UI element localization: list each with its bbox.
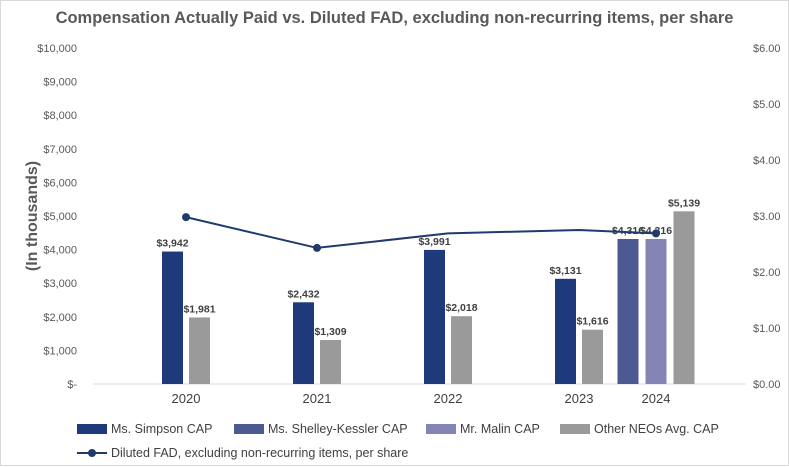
y-tick-label-right: $5.00 bbox=[753, 99, 781, 111]
fad-marker-2024 bbox=[652, 229, 660, 238]
y-tick-label-left: $10,000 bbox=[37, 43, 77, 55]
y-tick-label-left: $9,000 bbox=[43, 77, 77, 89]
legend-item-fad: Diluted FAD, excluding non-recurring ite… bbox=[77, 446, 408, 460]
y-tick-label-right: $4.00 bbox=[753, 155, 781, 167]
bar-ms-simpson-cap-2022 bbox=[424, 249, 445, 384]
fad-marker-2021 bbox=[313, 243, 321, 252]
data-label: $1,616 bbox=[576, 316, 608, 328]
y-tick-label-left: $- bbox=[67, 379, 77, 391]
legend-label-other-neos: Other NEOs Avg. CAP bbox=[594, 422, 719, 436]
bar-ms-simpson-cap-2021 bbox=[293, 302, 314, 384]
y-tick-label-right: $2.00 bbox=[753, 267, 781, 279]
fad-line bbox=[185, 216, 657, 249]
legend-item-malin: Mr. Malin CAP bbox=[426, 422, 560, 436]
y-tick-label-left: $8,000 bbox=[43, 110, 77, 122]
legend-item-other-neos: Other NEOs Avg. CAP bbox=[560, 422, 719, 436]
legend-row-bars: Ms. Simpson CAP Ms. Shelley-Kessler CAP … bbox=[77, 419, 777, 439]
x-tick-label: 2023 bbox=[565, 391, 594, 406]
bar-other-neos-avg-cap-2022 bbox=[451, 316, 472, 384]
data-label: $5,139 bbox=[668, 197, 700, 209]
bar-other-neos-avg-cap-2023 bbox=[582, 329, 603, 384]
y-tick-label-left: $3,000 bbox=[43, 278, 77, 290]
y-tick-label-left: $7,000 bbox=[43, 144, 77, 156]
legend: Ms. Simpson CAP Ms. Shelley-Kessler CAP … bbox=[77, 419, 777, 467]
bar-other-neos-avg-cap-2024 bbox=[673, 211, 695, 384]
legend-swatch-shelley-kessler bbox=[234, 424, 264, 434]
x-tick-label: 2021 bbox=[303, 391, 332, 406]
bar-mr-malin-cap-2024 bbox=[645, 238, 667, 384]
legend-label-fad: Diluted FAD, excluding non-recurring ite… bbox=[111, 446, 409, 460]
bar-other-neos-avg-cap-2020 bbox=[189, 317, 210, 384]
y-tick-label-right: $0.00 bbox=[753, 379, 781, 391]
data-label: $3,991 bbox=[418, 236, 450, 248]
y-tick-label-right: $3.00 bbox=[753, 211, 781, 223]
legend-line-fad bbox=[77, 448, 107, 458]
bar-ms-simpson-cap-2020 bbox=[162, 251, 183, 384]
chart-title: Compensation Actually Paid vs. Diluted F… bbox=[55, 9, 734, 27]
y-tick-label-left: $2,000 bbox=[43, 312, 77, 324]
data-label: $3,942 bbox=[156, 238, 188, 250]
y-tick-label-left: $4,000 bbox=[43, 245, 77, 257]
legend-swatch-malin bbox=[426, 424, 456, 434]
legend-label-shelley-kessler: Ms. Shelley-Kessler CAP bbox=[268, 422, 408, 436]
bar-other-neos-avg-cap-2021 bbox=[320, 340, 341, 384]
x-tick-label: 2024 bbox=[642, 391, 671, 406]
y-tick-label-right: $1.00 bbox=[753, 323, 781, 335]
y-axis-title: (In thousands) bbox=[24, 161, 41, 271]
data-label: $1,309 bbox=[314, 326, 346, 338]
legend-item-shelley-kessler: Ms. Shelley-Kessler CAP bbox=[234, 422, 426, 436]
data-label: $2,432 bbox=[287, 288, 319, 300]
legend-swatch-simpson bbox=[77, 424, 107, 434]
y-tick-label-left: $6,000 bbox=[43, 177, 77, 189]
data-label: $4,316 bbox=[612, 225, 644, 237]
y-tick-label-left: $5,000 bbox=[43, 211, 77, 223]
x-tick-label: 2020 bbox=[172, 391, 201, 406]
y-tick-label-left: $1,000 bbox=[43, 345, 77, 357]
fad-marker-2020 bbox=[182, 213, 190, 222]
bar-ms-shelley-kessler-cap-2024 bbox=[617, 238, 639, 384]
data-label: $2,018 bbox=[445, 302, 477, 314]
legend-swatch-other-neos bbox=[560, 424, 590, 434]
legend-row-line: Diluted FAD, excluding non-recurring ite… bbox=[77, 443, 777, 463]
legend-item-simpson: Ms. Simpson CAP bbox=[77, 422, 234, 436]
legend-label-malin: Mr. Malin CAP bbox=[460, 422, 540, 436]
y-tick-label-right: $6.00 bbox=[753, 43, 781, 55]
x-tick-label: 2022 bbox=[434, 391, 463, 406]
legend-label-simpson: Ms. Simpson CAP bbox=[111, 422, 213, 436]
data-label: $1,981 bbox=[183, 303, 215, 315]
data-label: $3,131 bbox=[549, 265, 581, 277]
bar-ms-simpson-cap-2023 bbox=[555, 278, 576, 384]
